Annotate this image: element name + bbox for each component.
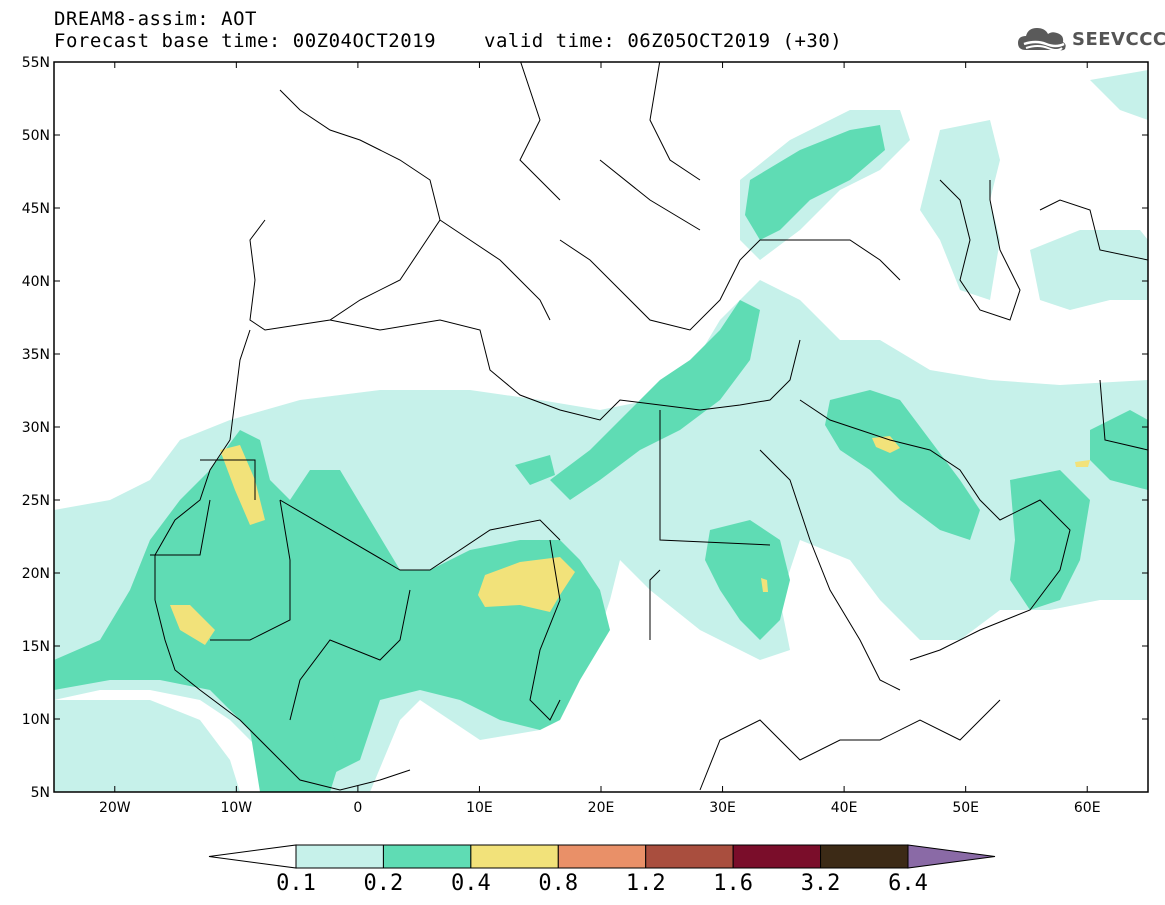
aot-level-0.4 — [170, 436, 1090, 645]
lat-tick-label: 50N — [22, 128, 50, 144]
lat-tick-label: 30N — [22, 420, 50, 436]
lat-tick-label: 10N — [22, 712, 50, 728]
colorbar-swatch — [295, 844, 384, 869]
lon-tick-label: 60E — [1074, 800, 1101, 816]
lat-tick-label: 35N — [22, 347, 50, 363]
colorbar-label: 0.2 — [364, 871, 404, 896]
colorbar-label: 1.2 — [626, 871, 666, 896]
colorbar-high-triangle — [907, 844, 996, 869]
time-row: Forecast base time: 00Z04OCT2019 valid t… — [54, 30, 854, 52]
colorbar-label: 3.2 — [801, 871, 841, 896]
colorbar-label: 0.4 — [451, 871, 491, 896]
colorbar-low-triangle — [208, 844, 297, 869]
forecast-base-time: Forecast base time: 00Z04OCT2019 — [54, 30, 437, 52]
colorbar-swatch — [732, 844, 822, 869]
colorbar-label: 0.8 — [538, 871, 578, 896]
cloud-icon — [1018, 28, 1066, 51]
lon-tick-label: 10W — [220, 800, 252, 816]
colorbar-swatch — [820, 844, 909, 869]
colorbar-label: 6.4 — [888, 871, 928, 896]
coastlines-borders — [150, 62, 1148, 791]
colorbar-swatch — [645, 844, 734, 869]
aot-field — [54, 62, 1148, 792]
lat-tick-label: 25N — [22, 493, 50, 509]
model-title: DREAM8-assim: AOT — [54, 8, 257, 30]
lat-tick-label: 5N — [31, 785, 50, 801]
lat-tick-label: 20N — [22, 566, 50, 582]
lat-tick-label: 45N — [22, 201, 50, 217]
valid-time: valid time: 06Z05OCT2019 (+30) — [484, 30, 843, 52]
map-header: DREAM8-assim: AOT Forecast base time: 00… — [54, 8, 854, 52]
longitude-axis: 20W 10W 0 10E 20E 30E 40E 50E 60E — [99, 62, 1101, 816]
logo-text: SEEVCCC — [1072, 28, 1165, 50]
lon-tick-label: 30E — [709, 800, 736, 816]
colorbar-label: 1.6 — [713, 871, 753, 896]
lon-tick-label: 0 — [353, 800, 362, 816]
colorbar-swatch — [382, 844, 472, 869]
latitude-axis: 55N 50N 45N 40N 35N 30N 25N 20N 15N 10N 5N — [22, 55, 1148, 801]
lon-tick-label: 20E — [588, 800, 615, 816]
lat-tick-label: 55N — [22, 55, 50, 71]
lon-tick-label: 40E — [831, 800, 858, 816]
lon-tick-label: 10E — [466, 800, 493, 816]
lat-tick-label: 15N — [22, 639, 50, 655]
lon-tick-label: 20W — [99, 800, 131, 816]
colorbar: 0.1 0.2 0.4 0.8 1.2 1.6 3.2 6.4 — [208, 844, 996, 896]
colorbar-label: 0.1 — [276, 871, 316, 896]
lat-tick-label: 40N — [22, 274, 50, 290]
lon-tick-label: 50E — [952, 800, 979, 816]
colorbar-swatch — [470, 844, 559, 869]
seevccc-logo: SEEVCCC — [1016, 24, 1165, 54]
colorbar-swatch — [557, 844, 647, 869]
